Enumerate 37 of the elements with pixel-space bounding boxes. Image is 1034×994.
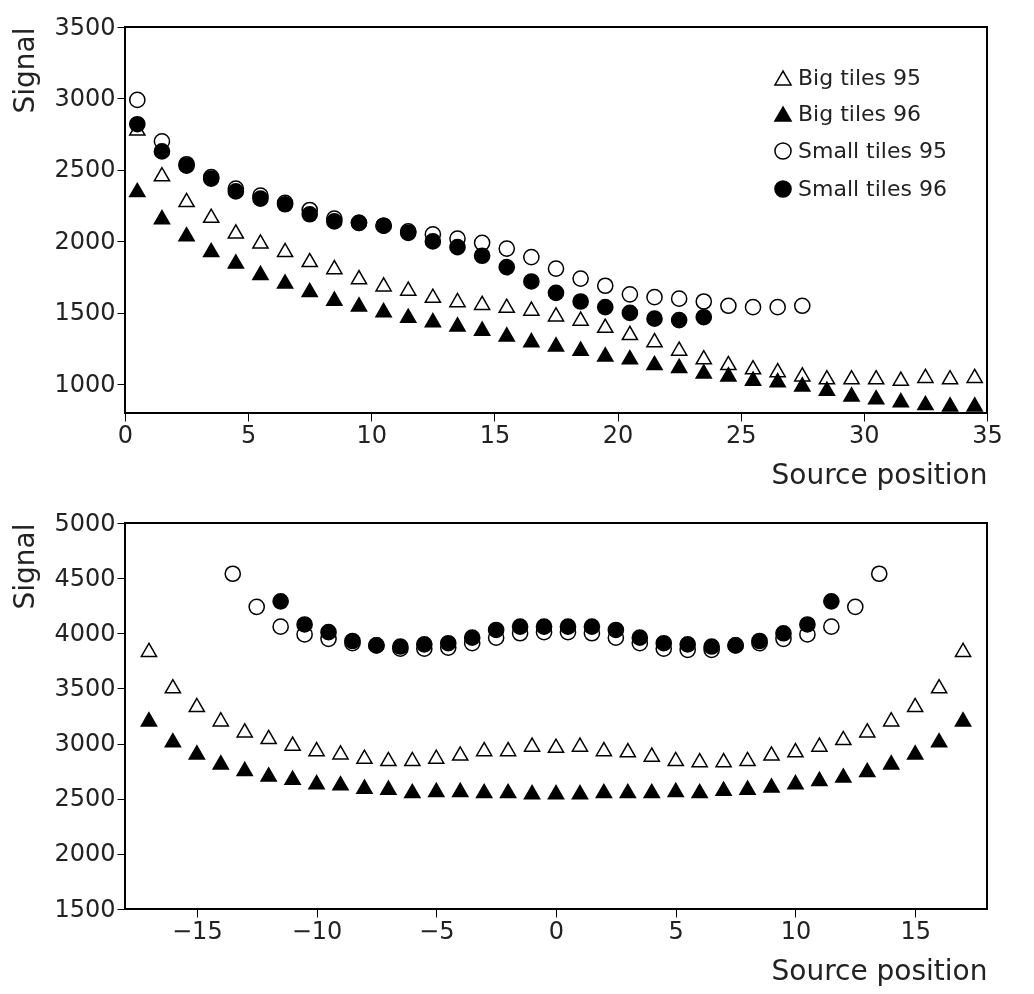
y-tick-label: 3500: [54, 673, 116, 702]
legend-label: Big tiles 96: [798, 101, 921, 126]
y-tick-label: 4000: [54, 618, 116, 647]
x-tick-label: 20: [602, 420, 634, 449]
legend-label: Small tiles 96: [798, 176, 947, 201]
y-tick-label: 2000: [54, 226, 116, 255]
x-tick-label: 5: [668, 916, 684, 945]
x-tick-label: −5: [419, 916, 455, 945]
x-tick-label: 0: [548, 916, 565, 945]
y-tick-label: 2500: [54, 784, 116, 813]
y-tick-label: 3000: [54, 729, 116, 758]
x-tick-label: 25: [725, 420, 757, 449]
y-axis-title: Signal: [8, 523, 42, 610]
y-tick-label: 4500: [54, 563, 116, 592]
x-tick-label: 5: [241, 420, 257, 449]
x-axis-title: Source position: [771, 953, 988, 987]
x-tick-label: 35: [972, 420, 1003, 449]
x-axis-title: Source position: [771, 457, 988, 491]
y-tick-label: 1500: [54, 894, 116, 923]
x-tick-label: 10: [780, 916, 812, 945]
x-tick-label: −10: [291, 916, 343, 945]
y-tick-label: 3500: [54, 12, 116, 41]
y-tick-label: 5000: [54, 508, 116, 537]
y-tick-label: 2000: [54, 839, 116, 868]
y-tick-label: 1000: [54, 369, 116, 398]
y-axis-title: Signal: [8, 27, 42, 114]
y-tick-label: 2500: [54, 155, 116, 184]
x-tick-label: 10: [356, 420, 388, 449]
y-tick-label: 3000: [54, 83, 116, 112]
y-tick-label: 1500: [54, 298, 116, 327]
legend-label: Small tiles 95: [798, 138, 947, 163]
x-tick-label: −15: [172, 916, 223, 945]
x-tick-label: 15: [900, 916, 931, 945]
x-tick-label: 0: [117, 420, 134, 449]
x-tick-label: 30: [849, 420, 880, 449]
x-tick-label: 15: [479, 420, 511, 449]
legend-label: Big tiles 95: [798, 65, 921, 90]
